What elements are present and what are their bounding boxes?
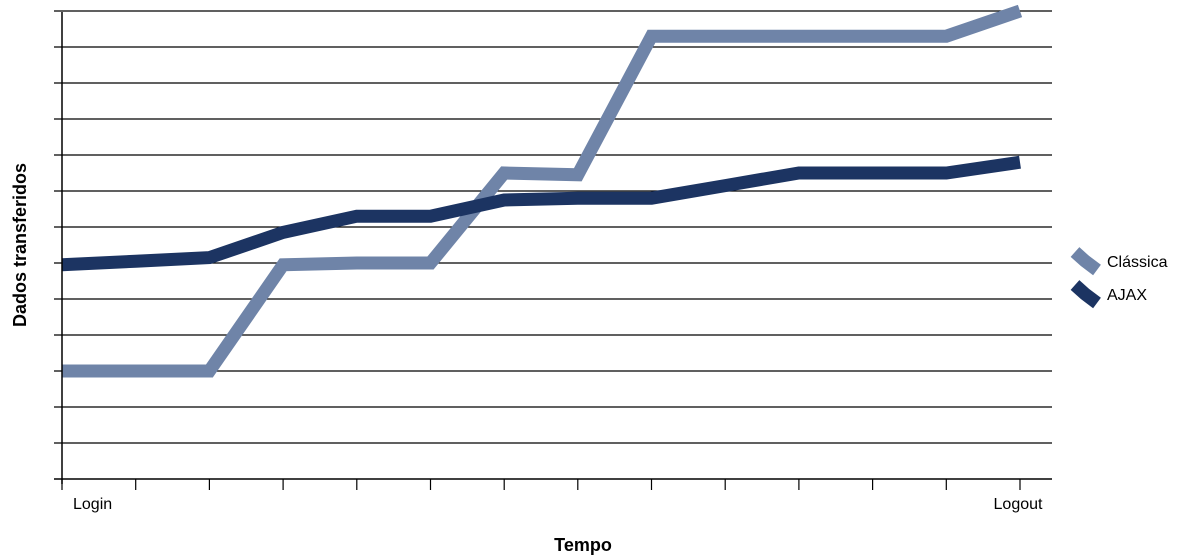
legend-swatch-ajax: [1070, 280, 1101, 309]
x-axis-title: Tempo: [554, 535, 612, 555]
series-line-classica: [62, 4, 1023, 378]
legend-label-ajax: AJAX: [1107, 287, 1147, 304]
x-tick-label-0: Login: [73, 496, 112, 513]
grid-lines: [54, 10, 1052, 444]
series-lines: [61, 4, 1023, 378]
x-ticks: [61, 479, 1021, 490]
legend: Clássica AJAX: [1070, 247, 1168, 309]
x-tick-label-1: Logout: [994, 496, 1043, 513]
x-tick-labels: Login Logout: [73, 496, 1043, 513]
legend-swatch-classica: [1070, 247, 1101, 276]
series-line-ajax: [61, 155, 1021, 272]
y-axis-title: Dados transferidos: [10, 163, 30, 327]
legend-label-classica: Clássica: [1107, 254, 1168, 271]
axes: [54, 12, 1052, 484]
